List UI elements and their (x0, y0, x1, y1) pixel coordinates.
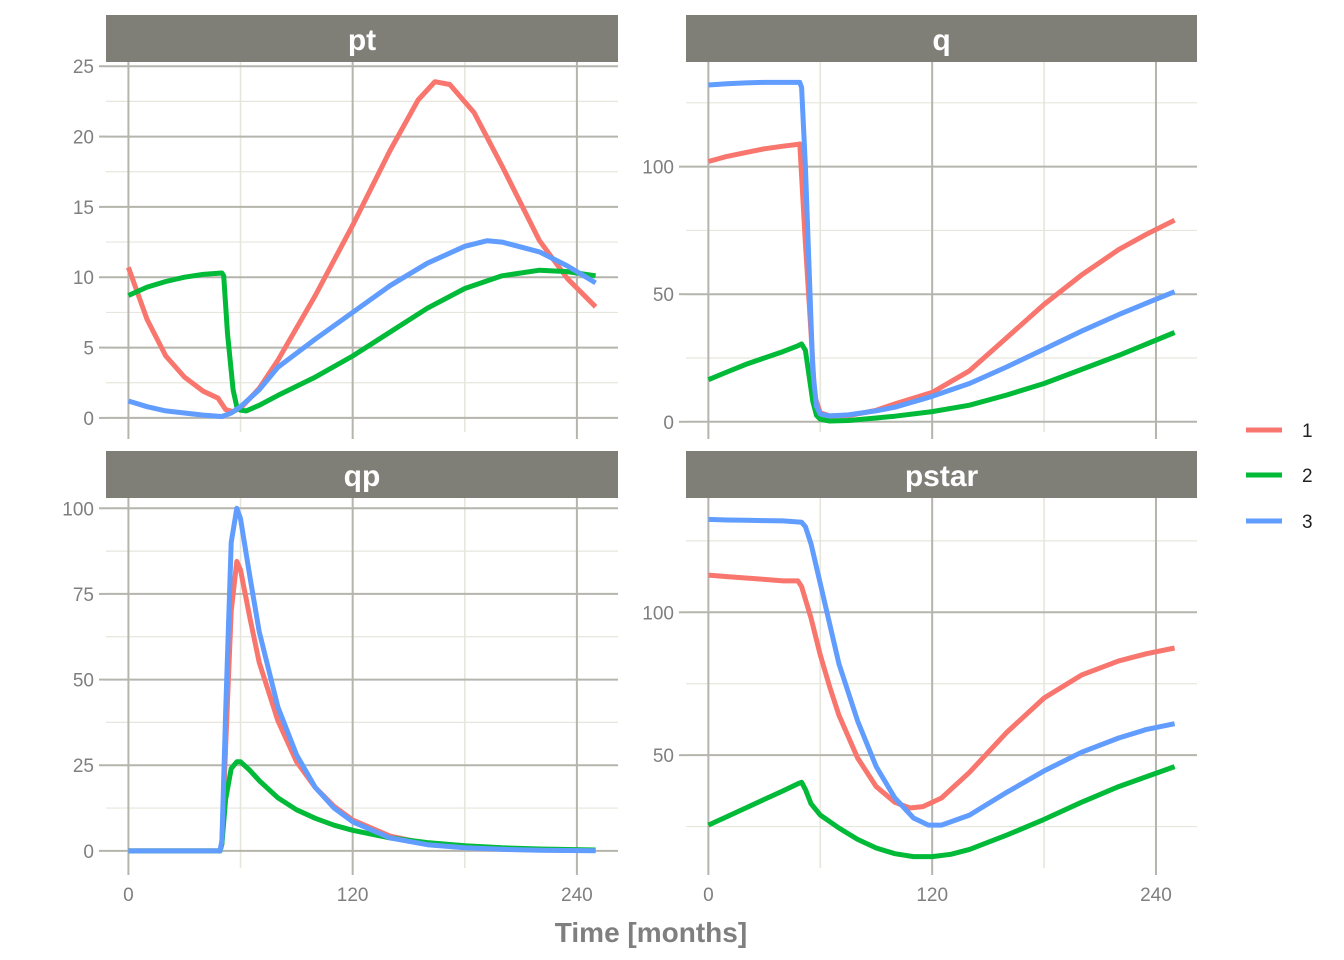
series-line-pstar-3 (708, 516, 1176, 828)
y-tick-label: 100 (62, 499, 94, 520)
strip-q (686, 15, 1197, 62)
series-line-qp-2 (128, 759, 596, 854)
legend-label-2: 2 (1302, 466, 1313, 487)
series-line-pt-1 (126, 79, 598, 415)
series-line-pstar-1 (708, 572, 1176, 811)
legend-label-1: 1 (1302, 421, 1313, 442)
x-axis-label: Time [months] (555, 917, 747, 948)
series-line-pstar-2 (707, 764, 1176, 860)
legend-label-3: 3 (1302, 512, 1313, 533)
panel-qp: qp 0 25 50 75 100 0 120 240 (62, 451, 618, 906)
legend: 1 2 3 (1246, 421, 1313, 533)
y-tick-label: 5 (83, 339, 94, 360)
x-tick-label: 120 (337, 885, 369, 906)
panel-pt: pt 0 5 10 15 20 25 (73, 15, 618, 439)
x-tick-label: 120 (916, 885, 948, 906)
strip-pstar (686, 451, 1197, 498)
y-tick-label: 100 (642, 158, 674, 179)
series-line-q-1 (707, 141, 1176, 419)
strip-label-pstar: pstar (905, 460, 979, 493)
y-tick-label: 0 (83, 842, 94, 863)
strip-qp (106, 451, 618, 498)
x-tick-label: 240 (1140, 885, 1172, 906)
y-tick-label: 0 (663, 413, 674, 434)
x-tick-label: 0 (703, 885, 714, 906)
y-tick-label: 75 (73, 585, 94, 606)
y-tick-label: 15 (73, 198, 94, 219)
series-line-pt-2 (127, 267, 596, 414)
y-tick-label: 50 (653, 285, 674, 306)
y-tick-label: 100 (642, 603, 674, 624)
series-line-q-2 (707, 330, 1176, 424)
y-tick-label: 25 (73, 756, 94, 777)
x-tick-label: 0 (123, 885, 134, 906)
strip-label-qp: qp (344, 460, 381, 493)
strip-pt (106, 15, 618, 62)
series-line-qp-3 (128, 505, 596, 854)
y-tick-label: 50 (653, 746, 674, 767)
y-tick-label: 0 (83, 409, 94, 430)
series-line-pt-3 (127, 238, 597, 419)
panel-pstar: pstar 50 100 0 120 240 (642, 451, 1197, 906)
y-tick-label: 10 (73, 268, 94, 289)
series-line-q-3 (708, 79, 1176, 419)
x-tick-label: 240 (561, 885, 593, 906)
y-tick-label: 25 (73, 57, 94, 78)
y-tick-label: 20 (73, 128, 94, 149)
panel-q: q 0 50 100 (642, 15, 1197, 439)
strip-label-pt: pt (348, 24, 376, 57)
y-tick-label: 50 (73, 671, 94, 692)
strip-label-q: q (932, 24, 950, 57)
